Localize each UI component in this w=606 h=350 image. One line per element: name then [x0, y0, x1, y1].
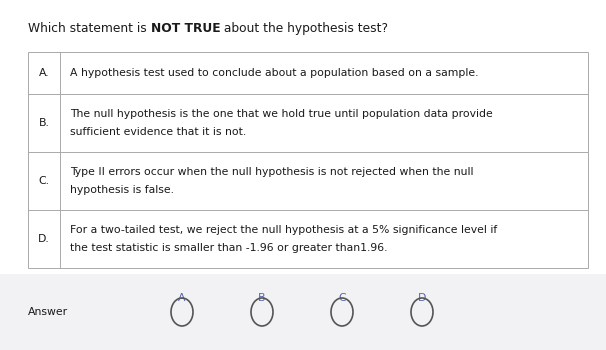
Text: C: C	[338, 293, 346, 303]
Text: C.: C.	[39, 176, 50, 186]
Text: For a two-tailed test, we reject the null hypothesis at a 5% significance level : For a two-tailed test, we reject the nul…	[70, 225, 498, 235]
Bar	[0, 274, 606, 350]
Text: sufficient evidence that it is not.: sufficient evidence that it is not.	[70, 127, 246, 137]
Text: about the hypothesis test?: about the hypothesis test?	[220, 22, 388, 35]
Bar	[28, 52, 588, 268]
Text: D.: D.	[38, 234, 50, 244]
Text: A.: A.	[39, 68, 49, 78]
Text: NOT TRUE: NOT TRUE	[151, 22, 220, 35]
Text: The null hypothesis is the one that we hold true until population data provide: The null hypothesis is the one that we h…	[70, 109, 493, 119]
Text: A: A	[178, 293, 186, 303]
Text: B.: B.	[39, 118, 50, 128]
Text: Type II errors occur when the null hypothesis is not rejected when the null: Type II errors occur when the null hypot…	[70, 167, 473, 177]
Text: B: B	[258, 293, 266, 303]
Text: hypothesis is false.: hypothesis is false.	[70, 185, 174, 195]
Text: A hypothesis test used to conclude about a population based on a sample.: A hypothesis test used to conclude about…	[70, 68, 479, 78]
Text: D: D	[418, 293, 426, 303]
Text: Which statement is: Which statement is	[28, 22, 151, 35]
Text: the test statistic is smaller than -1.96 or greater than1.96.: the test statistic is smaller than -1.96…	[70, 243, 387, 253]
Text: Answer: Answer	[28, 307, 68, 317]
